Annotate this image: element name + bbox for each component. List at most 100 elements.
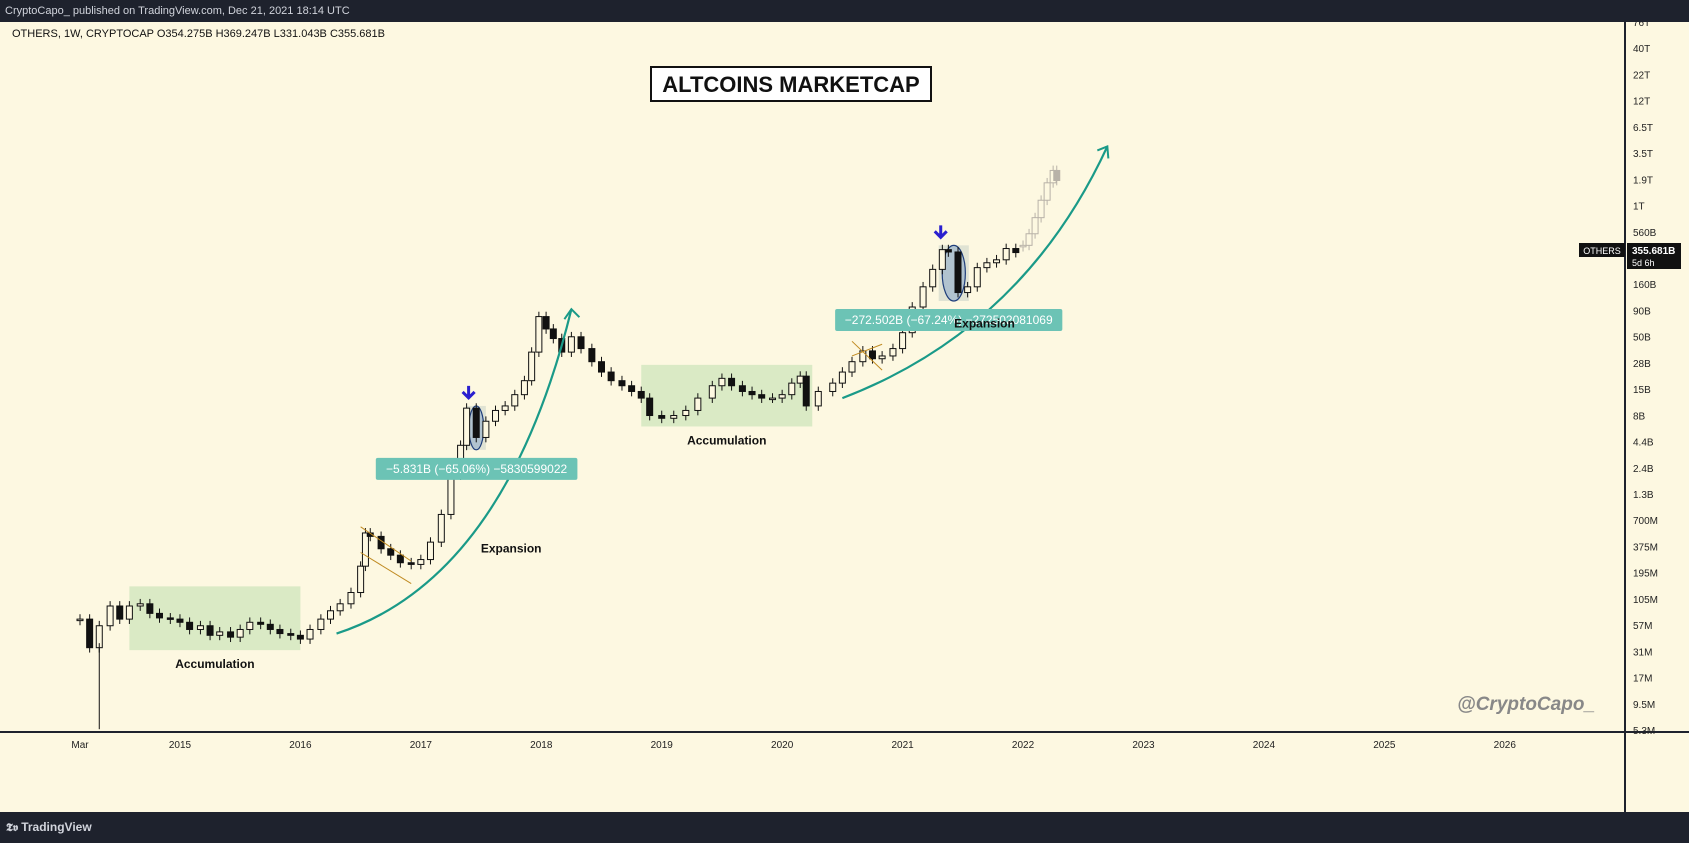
expansion-curve — [841, 145, 1109, 400]
tradingview-logo[interactable]: 𝕿𝖛 TradingView — [0, 812, 92, 843]
candle-body — [501, 405, 509, 411]
y-tick-label: 5.3M — [1633, 726, 1655, 737]
candle-body — [361, 532, 369, 567]
tradingview-logo-icon: 𝕿𝖛 — [6, 821, 19, 834]
chart-area[interactable]: Accumulation Accumulation −5.831B (−65.06%… — [0, 18, 1689, 812]
y-tick-label: 1T — [1633, 202, 1645, 213]
candle-body — [276, 628, 284, 635]
candle-body — [236, 628, 244, 638]
candle-body — [838, 371, 846, 384]
candle-body — [964, 286, 972, 294]
price-chart[interactable]: Accumulation Accumulation −5.831B (−65.06%… — [0, 18, 1689, 812]
candle-body — [216, 631, 224, 636]
y-tick-label: 6.5T — [1633, 123, 1653, 134]
candle-body — [829, 382, 837, 392]
y-tick-label: 12T — [1633, 97, 1650, 108]
candle-body — [973, 267, 981, 288]
candle-body — [266, 623, 274, 630]
x-tick-label: 2021 — [891, 740, 914, 751]
y-tick-label: 9.5M — [1633, 700, 1655, 711]
y-tick-label: 4.4B — [1633, 438, 1654, 449]
x-tick-label: 2016 — [289, 740, 312, 751]
candle-body — [778, 394, 786, 399]
price-tag: OTHERS 355.681B 5d 6h — [1579, 243, 1681, 269]
candle-body — [287, 633, 295, 636]
x-tick-label: 2024 — [1253, 740, 1276, 751]
candle-body — [387, 548, 395, 556]
candle-body — [186, 621, 194, 630]
y-tick-label: 22T — [1633, 70, 1650, 81]
x-tick-label: 2025 — [1373, 740, 1396, 751]
time-scale[interactable]: Mar 2015 2016 2017 2018 2019 2020 2021 2022 2023 2… — [71, 740, 1516, 751]
candle-body — [788, 382, 796, 396]
y-tick-label: 700M — [1633, 516, 1658, 527]
y-tick-label: 560B — [1633, 228, 1657, 239]
drawdown-label: −272.502B (−67.24%) −272502081069 — [845, 313, 1053, 327]
candle-body — [769, 397, 777, 401]
candle-body — [76, 618, 84, 622]
candle-body — [106, 605, 114, 627]
candle-body — [227, 631, 235, 638]
price-scale[interactable]: 76T40T22T12T6.5T3.5T1.9T1T560B300B160B90… — [1633, 18, 1658, 737]
y-tick-label: 90B — [1633, 306, 1651, 317]
x-tick-label: 2018 — [530, 740, 553, 751]
drop-arrow-icon — [933, 225, 948, 240]
publisher-text: CryptoCapo_ published on TradingView.com… — [5, 5, 350, 17]
candle-body — [944, 249, 952, 253]
candle-body — [196, 625, 204, 630]
candle-body — [396, 554, 404, 564]
chart-title: ALTCOINS MARKETCAP — [662, 72, 919, 97]
candle-body — [426, 541, 434, 561]
candle-body — [257, 621, 265, 625]
candle-body — [1025, 233, 1033, 246]
candle-body — [549, 328, 557, 340]
y-tick-label: 50B — [1633, 333, 1651, 344]
candle-body — [296, 634, 304, 640]
price-tag-symbol: OTHERS — [1583, 246, 1621, 256]
x-tick-label: 2020 — [771, 740, 794, 751]
candle-body — [859, 350, 867, 363]
candle-body — [1002, 248, 1010, 261]
expansion-label: Expansion — [481, 541, 542, 555]
x-tick-label: 2022 — [1012, 740, 1035, 751]
candle-body — [848, 361, 856, 373]
candle-body — [511, 394, 519, 407]
y-tick-label: 76T — [1633, 22, 1650, 29]
candle-body — [670, 415, 678, 419]
candle-body — [618, 380, 626, 387]
x-tick-label: Mar — [71, 740, 89, 751]
accumulation-label: Accumulation — [687, 433, 766, 447]
y-tick-label: 2.4B — [1633, 464, 1654, 475]
candle-body — [1019, 244, 1027, 248]
candle-body — [520, 380, 528, 396]
watermark: @CryptoCapo_ — [1457, 694, 1595, 715]
y-tick-label: 105M — [1633, 595, 1658, 606]
wedge-line — [851, 343, 883, 357]
candle-body — [646, 397, 654, 417]
candle-body — [1053, 169, 1061, 181]
candle-body — [728, 377, 736, 387]
candle-body — [993, 259, 1001, 264]
accumulation-box — [641, 364, 813, 427]
candle-body — [682, 409, 690, 417]
symbol-legend: OTHERS, 1W, CRYPTOCAP O354.275B H369.247… — [12, 28, 385, 40]
candle-body — [437, 513, 445, 543]
candle-body — [802, 375, 810, 407]
candle-body — [327, 610, 335, 620]
candle-body — [878, 355, 886, 360]
y-tick-label: 28B — [1633, 359, 1651, 370]
drawdown-label-bg — [835, 308, 1063, 331]
x-tick-label: 2023 — [1132, 740, 1155, 751]
candle-body — [407, 562, 415, 565]
candle-body — [889, 348, 897, 357]
y-tick-label: 160B — [1633, 280, 1657, 291]
candle-body — [125, 605, 133, 620]
accumulation-box — [129, 586, 301, 651]
candle-body — [658, 415, 666, 419]
candle-body — [929, 268, 937, 288]
y-tick-label: 57M — [1633, 621, 1652, 632]
x-tick-label: 2017 — [410, 740, 433, 751]
candle-body — [748, 390, 756, 396]
candle-body — [588, 348, 596, 363]
price-tag-countdown: 5d 6h — [1632, 258, 1655, 268]
